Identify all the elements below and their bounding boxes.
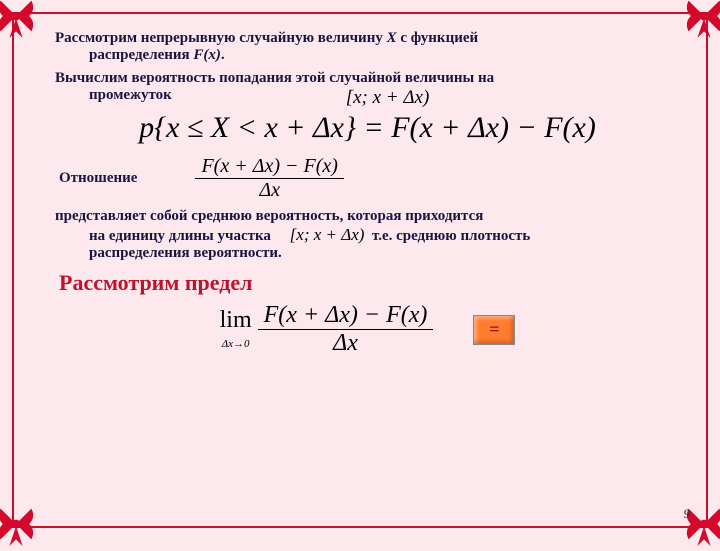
p1-fx: F(x)	[193, 47, 221, 63]
p3-text-b: на единицу длины участка	[89, 228, 271, 244]
p3-text-a: представляет собой среднюю вероятность, …	[55, 208, 483, 224]
ratio-label: Отношение	[59, 170, 137, 187]
lim-subscript: Δx→0	[222, 338, 250, 350]
interval-formula-1: [x; x + Δx)	[95, 86, 680, 109]
main-formula-text: p{x ≤ X < x + Δx} = F(x + Δx) − F(x)	[139, 111, 596, 144]
p1-text-b: с функцией	[397, 30, 479, 46]
ratio-numerator: F(x + Δx) − F(x)	[195, 155, 343, 179]
ratio-fraction: F(x + Δx) − F(x) Δx	[195, 155, 343, 202]
limit-operator: lim Δx→0	[220, 307, 252, 352]
page-number: 9	[684, 506, 691, 522]
paragraph-3: представляет собой среднюю вероятность, …	[55, 208, 680, 262]
lim-text: lim	[220, 307, 252, 333]
p1-text-c: распределения	[89, 47, 193, 63]
limit-denominator: Δx	[258, 330, 434, 357]
interval1-text: [x; x + Δx)	[346, 87, 430, 108]
interval2-text: [x; x + Δx)	[290, 225, 365, 244]
limit-heading: Рассмотрим предел	[59, 270, 680, 296]
p1-text-a: Рассмотрим непрерывную случайную величин…	[55, 30, 387, 46]
limit-fraction: F(x + Δx) − F(x) Δx	[258, 302, 434, 357]
p1-var: Х	[387, 30, 397, 46]
p3-text-d: распределения вероятности.	[55, 245, 680, 262]
slide-content: Рассмотрим непрерывную случайную величин…	[55, 30, 680, 510]
main-formula: p{x ≤ X < x + Δx} = F(x + Δx) − F(x)	[55, 111, 680, 145]
p2-text-a: Вычислим вероятность попадания этой случ…	[55, 70, 494, 86]
limit-numerator: F(x + Δx) − F(x)	[258, 302, 434, 330]
paragraph-1: Рассмотрим непрерывную случайную величин…	[55, 30, 680, 64]
ribbon-bow-icon	[0, 502, 38, 546]
ribbon-bow-icon	[682, 0, 720, 38]
ratio-row: Отношение F(x + Δx) − F(x) Δx	[55, 155, 680, 202]
equals-button[interactable]: =	[473, 315, 515, 345]
ratio-denominator: Δx	[195, 179, 343, 202]
p3-text-c: т.е. среднюю плотность	[372, 228, 530, 244]
p1-text-d: .	[221, 47, 225, 63]
ribbon-bow-icon	[0, 0, 38, 38]
limit-row: lim Δx→0 F(x + Δx) − F(x) Δx =	[55, 302, 680, 357]
